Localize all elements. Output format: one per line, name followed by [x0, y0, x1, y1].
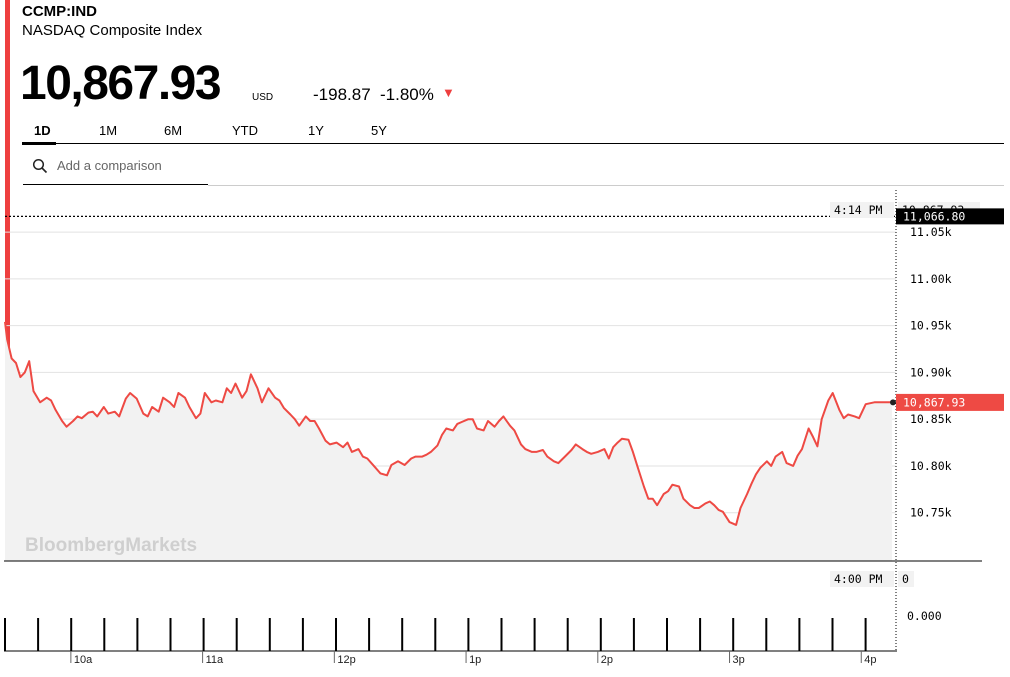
- down-arrow-icon: ▼: [442, 85, 455, 100]
- accent-bar: [5, 0, 10, 360]
- ticker-symbol: CCMP:IND: [22, 3, 97, 20]
- x-tick-label: 12p: [337, 654, 355, 666]
- comparison-input[interactable]: [55, 157, 209, 174]
- y-tick-label: 10.95k: [910, 319, 952, 333]
- volume-value: 0: [902, 572, 909, 586]
- volume-time: 4:00 PM: [834, 572, 883, 586]
- previous-close-label: 11,066.80: [903, 209, 965, 223]
- tab-5y[interactable]: 5Y: [371, 123, 387, 138]
- search-icon: [32, 158, 48, 174]
- y-tick-label: 10.90k: [910, 365, 952, 379]
- price-change-percent: -1.80%: [380, 85, 434, 104]
- x-tick-label: 4p: [864, 654, 876, 666]
- y-tick-label: 10.85k: [910, 412, 952, 426]
- volume-time-box: [830, 571, 894, 587]
- y-tick-label: 11.00k: [910, 272, 952, 286]
- last-price: 10,867.93: [20, 57, 222, 110]
- tab-label: 5Y: [371, 123, 387, 138]
- hover-time-box: [830, 202, 894, 218]
- y-tick-label: 10.75k: [910, 506, 952, 520]
- crosshair-dot: [890, 399, 896, 406]
- tab-1m[interactable]: 1M: [99, 123, 117, 138]
- tab-label: 1M: [99, 123, 118, 138]
- y-tick-label: 10.80k: [910, 459, 952, 473]
- chart-top-rule: [208, 185, 1004, 186]
- x-tick-label: 2p: [601, 654, 613, 666]
- price-line: [4, 321, 892, 526]
- tab-label: YTD: [232, 123, 258, 138]
- tab-1y[interactable]: 1Y: [308, 123, 324, 138]
- price-chart[interactable]: BloombergMarkets 11.05k 11.00k 10.95k 10.90…: [0, 186, 1010, 677]
- previous-close-box: [896, 208, 1004, 225]
- volume-axis-label: 0.000: [907, 609, 942, 623]
- hover-time: 4:14 PM: [834, 203, 883, 217]
- price-change: -198.87: [313, 85, 371, 104]
- tab-1d[interactable]: 1D: [34, 123, 51, 138]
- tab-6m[interactable]: 6M: [164, 123, 182, 138]
- price-area: [5, 321, 892, 561]
- tab-label: 6M: [164, 123, 183, 138]
- watermark: BloombergMarkets: [25, 535, 197, 556]
- x-tick-label: 10a: [74, 654, 93, 666]
- y-axis: 11.05k 11.00k 10.95k 10.90k 10.85k 10.80k 10.7…: [910, 225, 952, 520]
- tab-label: 1D: [34, 123, 51, 138]
- volume-value-box: [898, 571, 914, 587]
- comparison-search: [23, 151, 209, 185]
- tab-label: 1Y: [308, 123, 324, 138]
- active-tab-indicator: [22, 142, 56, 145]
- x-tick-label: 1p: [469, 654, 481, 666]
- volume-bars: [4, 618, 867, 651]
- currency-label: USD: [252, 92, 274, 103]
- tab-ytd[interactable]: YTD: [232, 123, 258, 138]
- x-tick-label: 11a: [206, 654, 224, 666]
- timeframe-tabs: 1D 1M 6M YTD 1Y 5Y: [22, 121, 1004, 145]
- index-name: NASDAQ Composite Index: [22, 22, 203, 39]
- y-tick-label: 11.05k: [910, 225, 952, 239]
- last-price-box: [896, 393, 1004, 411]
- x-axis: 10a 11a 12p 1p 2p 3p 4p: [70, 651, 877, 666]
- last-price-label: 10,867.93: [903, 395, 965, 409]
- x-tick-label: 3p: [733, 654, 745, 666]
